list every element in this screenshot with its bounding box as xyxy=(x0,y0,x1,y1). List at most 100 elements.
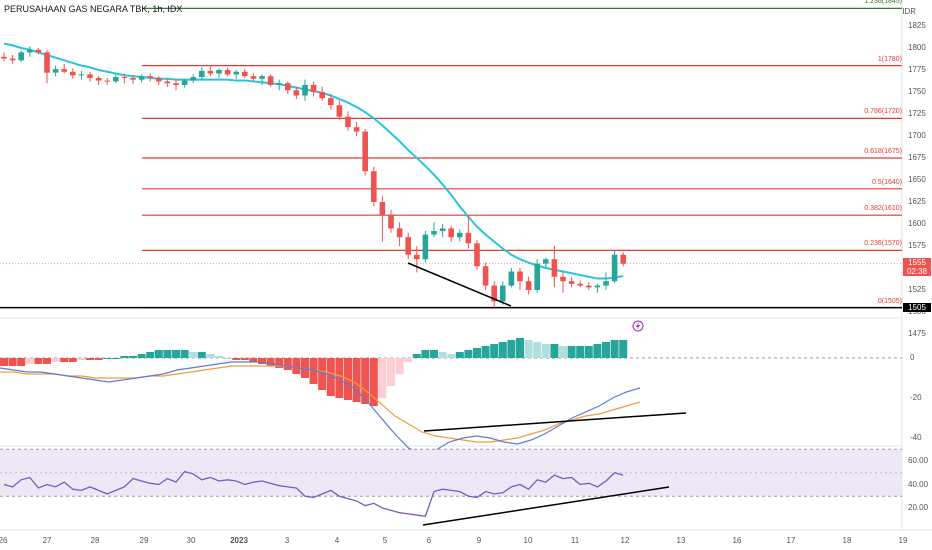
candle-body xyxy=(319,92,325,99)
rsi-divergence-trendline xyxy=(422,486,670,526)
candle xyxy=(500,281,506,305)
candle xyxy=(414,246,420,273)
candle xyxy=(611,250,618,283)
candle xyxy=(388,209,394,233)
candle xyxy=(242,69,248,78)
last-price-value: 1555 xyxy=(908,258,926,267)
candle xyxy=(482,262,489,290)
lightning-icon[interactable] xyxy=(632,320,644,332)
candle xyxy=(285,81,291,94)
candle xyxy=(27,46,33,57)
macd-histogram-bar xyxy=(430,350,438,358)
fib-level-label: 1.236(1845) xyxy=(864,0,902,6)
time-tick-label: 12 xyxy=(620,536,630,545)
candle xyxy=(35,48,42,55)
candle xyxy=(216,68,222,78)
candle-body xyxy=(18,52,24,61)
time-tick-label: 19 xyxy=(898,536,908,545)
candle-body xyxy=(44,52,50,73)
macd-histogram-bar xyxy=(490,344,499,358)
fib-level-label: 0.786(1720) xyxy=(864,108,902,116)
candle-body xyxy=(586,285,592,288)
candle xyxy=(147,73,153,82)
candle xyxy=(310,81,317,97)
macd-histogram-bar xyxy=(0,358,8,366)
time-tick-label: 18 xyxy=(842,536,852,545)
candle xyxy=(517,268,523,290)
candle xyxy=(87,71,93,82)
candle xyxy=(78,70,85,80)
macd-histogram-bar xyxy=(567,346,576,358)
macd-histogram-bar xyxy=(60,358,69,362)
candle-body xyxy=(396,228,403,238)
macd-histogram-bar xyxy=(94,358,103,360)
macd-divergence-trendline xyxy=(423,412,687,432)
candle-body xyxy=(482,266,489,286)
candle-body xyxy=(293,90,300,96)
candle xyxy=(18,50,24,63)
candle-body xyxy=(568,281,575,284)
candle-body xyxy=(173,83,179,85)
candle xyxy=(534,259,540,293)
candle-body xyxy=(9,58,16,61)
candle xyxy=(259,74,265,85)
macd-histogram-bar xyxy=(541,344,550,358)
candle-body xyxy=(371,171,377,202)
candle xyxy=(52,65,59,77)
candle-body xyxy=(620,254,626,264)
macd-histogram-bar xyxy=(412,354,421,358)
candle xyxy=(439,224,446,238)
candle-body xyxy=(52,69,59,73)
price-divergence-trendline xyxy=(407,262,512,307)
candle xyxy=(95,76,102,85)
price-tick-label: 1675 xyxy=(908,153,926,162)
price-tick-label: 1825 xyxy=(908,21,926,30)
macd-histogram-bar xyxy=(378,358,387,398)
candle xyxy=(491,281,497,308)
fib-level-label: 0(1505) xyxy=(877,297,902,305)
price-tick-label: 1800 xyxy=(908,43,926,52)
currency-label: IDR xyxy=(902,7,916,16)
macd-histogram-bar xyxy=(438,352,447,358)
candle-body xyxy=(560,276,566,282)
candle-body xyxy=(276,83,282,85)
macd-histogram-bar xyxy=(240,358,249,360)
candle-body xyxy=(224,70,231,75)
candle xyxy=(173,79,179,91)
price-tick-label: 1725 xyxy=(908,109,926,118)
macd-histogram-bar xyxy=(137,354,146,358)
candle-body xyxy=(138,76,145,80)
candle xyxy=(104,77,110,85)
macd-histogram-bar xyxy=(266,358,275,366)
candle-body xyxy=(336,105,343,117)
macd-histogram-bar xyxy=(584,346,593,358)
candle-body xyxy=(250,76,257,79)
candle xyxy=(276,79,282,91)
candle-body xyxy=(310,84,317,92)
candle-body xyxy=(156,77,162,82)
candle-body xyxy=(379,202,386,216)
candle xyxy=(250,72,257,82)
macd-tick-label: 0 xyxy=(910,353,915,362)
macd-histogram-bar xyxy=(404,358,413,362)
macd-histogram-bar xyxy=(258,358,266,364)
candle-body xyxy=(328,98,334,106)
macd-histogram-bar xyxy=(275,358,284,368)
macd-histogram-bar xyxy=(498,342,507,358)
chart-title: PERUSAHAAN GAS NEGARA TBK, 1h, IDX xyxy=(4,4,183,14)
time-tick-label: 11 xyxy=(570,536,580,545)
time-tick-label: 6 xyxy=(426,536,432,545)
candle-body xyxy=(577,283,583,286)
candle-body xyxy=(414,254,420,260)
macd-histogram-bar xyxy=(249,358,258,362)
macd-histogram-bar xyxy=(326,358,335,396)
candle-body xyxy=(500,285,506,302)
candle xyxy=(560,272,566,293)
candle-body xyxy=(491,285,497,302)
rsi-line xyxy=(3,470,624,517)
candle xyxy=(543,257,549,268)
time-tick-label: 29 xyxy=(139,536,149,545)
price-tick-label: 1600 xyxy=(908,219,926,228)
